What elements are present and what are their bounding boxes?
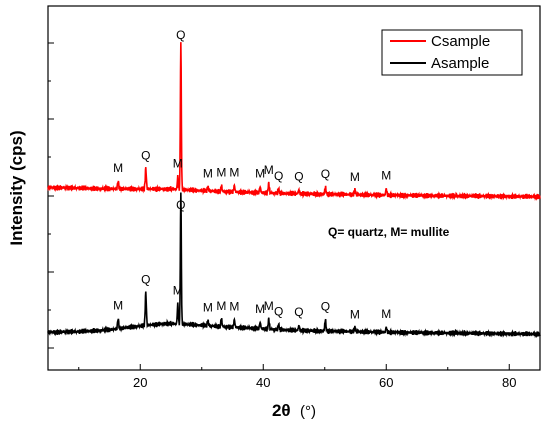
peak-label-q: Q	[321, 300, 330, 314]
peak-label-m: M	[264, 299, 274, 313]
peak-label-q: Q	[176, 28, 185, 42]
peak-label-q: Q	[294, 305, 303, 319]
x-axis-title: 2θ (°)	[272, 401, 316, 420]
peak-label-m: M	[350, 170, 360, 184]
x-axis-title-unit: (°)	[300, 403, 316, 420]
peak-label-m: M	[255, 167, 265, 181]
series-line-asample	[47, 192, 541, 339]
x-tick-label: 20	[133, 375, 147, 390]
peak-label-m: M	[113, 161, 123, 175]
x-tick-labels: 20 40 60 80	[133, 375, 516, 390]
legend-label-csample: Csample	[431, 33, 490, 50]
peak-label-m: M	[173, 284, 183, 298]
peak-label-m: M	[229, 300, 239, 314]
axis-ticks	[48, 42, 510, 370]
series-line-csample	[47, 42, 541, 201]
x-tick-label: 80	[502, 375, 516, 390]
series-group	[47, 42, 541, 339]
x-tick-label: 60	[379, 375, 393, 390]
peak-label-m: M	[203, 167, 213, 181]
peak-label-m: M	[216, 165, 226, 179]
peak-label-m: M	[350, 308, 360, 322]
peak-label-q: Q	[294, 170, 303, 184]
x-axis-title-main: 2θ	[272, 401, 291, 420]
peak-label-m: M	[113, 298, 123, 312]
y-axis-title: Intensity (cps)	[7, 130, 26, 245]
peak-label-q: Q	[176, 198, 185, 212]
peak-label-m: M	[173, 156, 183, 170]
legend: Csample Asample	[381, 29, 523, 76]
peak-label-m: M	[203, 300, 213, 314]
peak-label-m: M	[255, 302, 265, 316]
legend-box	[381, 29, 523, 76]
peak-label-m: M	[264, 163, 274, 177]
peak-label-q: Q	[274, 169, 283, 183]
peak-label-m: M	[216, 299, 226, 313]
peak-label-q: Q	[321, 167, 330, 181]
peak-label-m: M	[229, 165, 239, 179]
peak-label-m: M	[381, 307, 391, 321]
legend-label-asample: Asample	[431, 55, 489, 72]
peak-label-q: Q	[141, 148, 150, 162]
phase-annotation: Q= quartz, M= mullite	[328, 225, 450, 239]
peak-label-q: Q	[274, 304, 283, 318]
x-tick-label: 40	[256, 375, 270, 390]
peak-label-m: M	[381, 168, 391, 182]
peak-label-q: Q	[141, 273, 150, 287]
